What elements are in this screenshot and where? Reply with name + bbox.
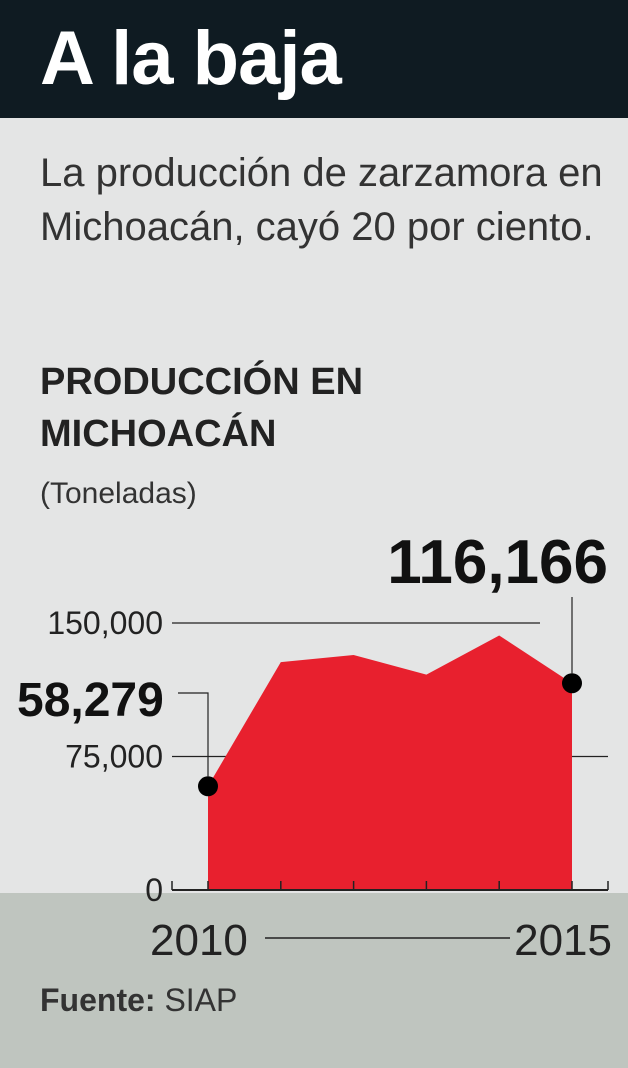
source-label: Fuente: xyxy=(40,982,156,1018)
data-area xyxy=(208,635,572,890)
callout-leader xyxy=(178,692,209,777)
y-tick-label: 150,000 xyxy=(47,605,163,641)
header-bar xyxy=(0,0,628,118)
x-tick-label: 2010 xyxy=(150,916,248,965)
y-tick-label: 0 xyxy=(145,872,163,908)
y-tick-label: 75,000 xyxy=(65,739,163,775)
data-label: 116,166 xyxy=(387,528,608,597)
unit-label: (Toneladas) xyxy=(40,477,197,510)
chart-title: PRODUCCIÓN EN MICHOACÁN xyxy=(40,361,364,455)
page-title: A la baja xyxy=(40,16,342,101)
data-point xyxy=(562,673,582,694)
source-value: SIAP xyxy=(164,982,238,1018)
footer-band xyxy=(0,893,628,1068)
data-label: 58,279 xyxy=(17,674,164,727)
x-tick-label: 2015 xyxy=(514,916,612,965)
subtitle: La producción de zarzamora en Michoacán,… xyxy=(40,151,603,249)
source-line: Fuente: SIAP xyxy=(40,978,237,1022)
data-point xyxy=(198,776,218,797)
